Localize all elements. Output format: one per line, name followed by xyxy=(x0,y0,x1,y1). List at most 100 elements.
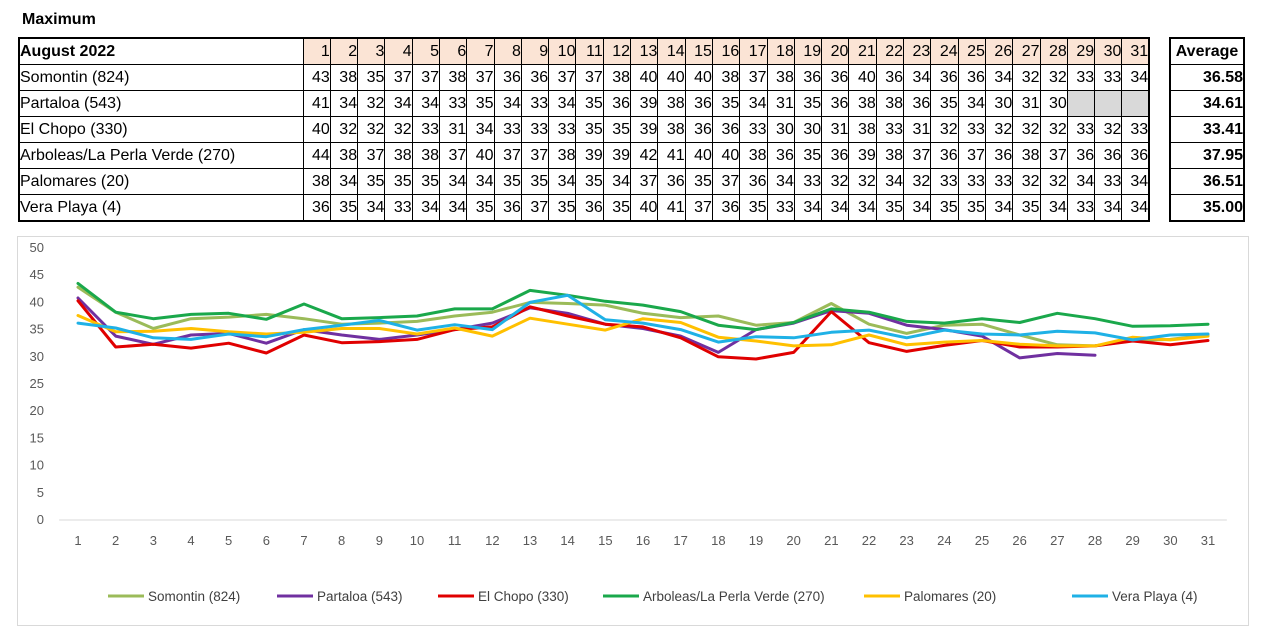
table-cell: 35 xyxy=(466,194,495,222)
table-cell: 35 xyxy=(520,168,550,195)
table-cell: 34 xyxy=(493,90,522,117)
table-cell: 33 xyxy=(1094,168,1123,195)
table-cell: 36 xyxy=(903,90,932,117)
table-cell: 30 xyxy=(984,90,1014,117)
x-tick-label: 1 xyxy=(74,533,81,548)
x-tick-label: 15 xyxy=(598,533,612,548)
y-tick-label: 5 xyxy=(37,485,44,500)
table-cell: 34 xyxy=(1121,64,1150,91)
y-tick-label: 30 xyxy=(30,349,44,364)
table-cell: 40 xyxy=(302,116,331,143)
average-value: 36.51 xyxy=(1169,168,1245,195)
x-tick-label: 13 xyxy=(523,533,537,548)
table-cell: 34 xyxy=(821,194,850,222)
station-name: El Chopo (330) xyxy=(18,116,304,143)
table-cell: 36 xyxy=(684,116,713,143)
table-cell: 38 xyxy=(875,142,905,169)
table-cell: 35 xyxy=(357,64,386,91)
day-header: 23 xyxy=(903,37,932,65)
day-header: 11 xyxy=(575,37,604,65)
table-cell: 35 xyxy=(602,116,632,143)
x-tick-label: 12 xyxy=(485,533,499,548)
table-row: Partaloa (543) 41 34 32 34 34 33 35 34 33 34 35 36 39… xyxy=(18,90,1150,117)
legend-label: El Chopo (330) xyxy=(478,589,569,604)
table-cell: 33 xyxy=(384,194,413,222)
table-cell: 32 xyxy=(357,116,386,143)
table-cell: 34 xyxy=(438,168,468,195)
day-header: 22 xyxy=(875,37,905,65)
table-cell: 35 xyxy=(1012,194,1041,222)
table-cell: 35 xyxy=(684,168,713,195)
station-name: Somontin (824) xyxy=(18,64,304,91)
table-cell: 31 xyxy=(438,116,468,143)
table-cell: 33 xyxy=(766,194,795,222)
table-cell: 34 xyxy=(1121,168,1150,195)
table-cell: 36 xyxy=(657,168,686,195)
table-cell: 32 xyxy=(930,116,959,143)
table-cell: 36 xyxy=(875,64,905,91)
day-header: 26 xyxy=(984,37,1014,65)
table-cell: 36 xyxy=(821,90,850,117)
x-tick-label: 14 xyxy=(560,533,574,548)
x-tick-label: 9 xyxy=(376,533,383,548)
station-name: Palomares (20) xyxy=(18,168,304,195)
table-cell: 39 xyxy=(630,90,659,117)
day-header: 2 xyxy=(329,37,359,65)
table-cell: 34 xyxy=(739,90,768,117)
day-header: 20 xyxy=(821,37,850,65)
table-cell: 37 xyxy=(493,142,522,169)
table-cell: 37 xyxy=(739,64,768,91)
day-header: 1 xyxy=(302,37,331,65)
table-cell: 36 xyxy=(930,64,959,91)
table-cell: 34 xyxy=(903,194,932,222)
average-table: Average 36.58 34.61 33.41 37.95 36.51 35.00 xyxy=(1169,37,1245,222)
table-cell: 34 xyxy=(1039,194,1068,222)
table-cell: 36 xyxy=(984,142,1014,169)
x-tick-label: 17 xyxy=(673,533,687,548)
table-cell: 35 xyxy=(711,90,741,117)
table-cell: 34 xyxy=(984,194,1014,222)
x-tick-label: 28 xyxy=(1088,533,1102,548)
table-cell: 31 xyxy=(766,90,795,117)
table-cell: 40 xyxy=(684,142,713,169)
table-cell: 39 xyxy=(602,142,632,169)
table-cell: 39 xyxy=(630,116,659,143)
table-cell: 33 xyxy=(493,116,522,143)
table-cell: 35 xyxy=(357,168,386,195)
y-tick-label: 10 xyxy=(30,458,44,473)
y-tick-label: 0 xyxy=(37,512,44,527)
day-header: 14 xyxy=(657,37,686,65)
table-cell: 40 xyxy=(711,142,741,169)
table-cell: 33 xyxy=(1066,64,1096,91)
table-cell: 36 xyxy=(493,194,522,222)
table-cell: 32 xyxy=(1039,116,1068,143)
day-header: 4 xyxy=(384,37,413,65)
table-cell: 33 xyxy=(520,116,550,143)
y-tick-label: 25 xyxy=(30,376,44,391)
series-line xyxy=(76,299,1210,361)
table-cell: 38 xyxy=(1012,142,1041,169)
table-row: Arboleas/La Perla Verde (270) 44 38 37 38 38 3… xyxy=(18,142,1150,169)
table-cell: 38 xyxy=(766,64,795,91)
table-cell: 36 xyxy=(821,142,850,169)
table-cell: 30 xyxy=(793,116,823,143)
table-cell: 33 xyxy=(793,168,823,195)
x-tick-label: 16 xyxy=(636,533,650,548)
day-header: 15 xyxy=(684,37,713,65)
table-cell: 43 xyxy=(302,64,331,91)
y-tick-label: 45 xyxy=(30,267,44,282)
table-cell: 36 xyxy=(711,194,741,222)
table-cell: 33 xyxy=(411,116,440,143)
table-cell: 38 xyxy=(329,64,359,91)
table-cell: 35 xyxy=(957,194,986,222)
table-cell: 34 xyxy=(793,194,823,222)
table-cell: 35 xyxy=(793,90,823,117)
data-table: August 2022 1 2 3 4 5 6 7 8 9 10 11 12 13 14 15 16 17 18 19… xyxy=(18,37,1151,222)
x-tick-label: 2 xyxy=(112,533,119,548)
day-header: 17 xyxy=(739,37,768,65)
x-tick-label: 24 xyxy=(937,533,951,548)
table-cell: 40 xyxy=(466,142,495,169)
table-cell: 35 xyxy=(930,90,959,117)
table-cell: 36 xyxy=(575,194,604,222)
